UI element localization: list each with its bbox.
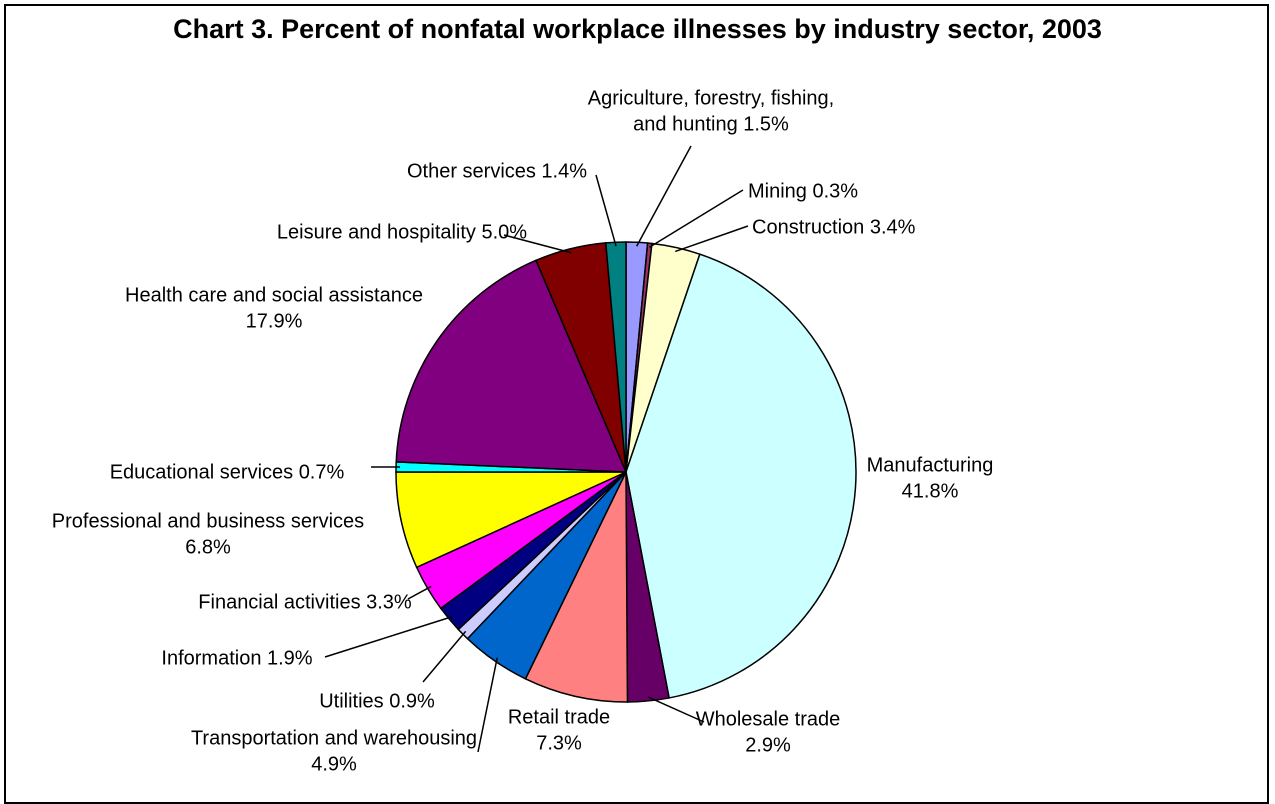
slice-label-line: Leisure and hospitality 5.0% (277, 221, 527, 243)
slice-label-line: Manufacturing (867, 454, 994, 476)
slice-label-line: Mining 0.3% (748, 180, 858, 202)
leader-line (423, 631, 466, 682)
slice-label-line: Educational services 0.7% (110, 461, 345, 483)
slice-label-line: Wholesale trade (696, 708, 841, 730)
slice-label-line: 4.9% (311, 753, 357, 775)
slice-label-line: 41.8% (902, 480, 959, 502)
slice-label-line: Professional and business services (52, 510, 364, 532)
leader-line (675, 226, 748, 251)
slice-label-line: Transportation and warehousing (191, 727, 477, 749)
slice-label: Retail trade 7.3% (508, 706, 610, 754)
leader-line (478, 658, 497, 752)
leader-line (325, 617, 452, 657)
slice-label-line: 17.9% (246, 310, 303, 332)
slice-label: Manufacturing 41.8% (867, 454, 994, 502)
slice-label: Transportation and warehousing 4.9% (191, 727, 477, 775)
slice-label: Health care and social assistance 17.9% (125, 284, 423, 332)
slice-label-line: Other services 1.4% (407, 160, 587, 182)
slice-label-line: Utilities 0.9% (319, 690, 435, 712)
slice-label: Utilities 0.9% (319, 690, 435, 712)
slice-label: Wholesale trade 2.9% (696, 708, 841, 756)
leader-line (649, 190, 743, 247)
slice-label-line: 6.8% (185, 536, 231, 558)
slice-label-line: Financial activities 3.3% (198, 591, 412, 613)
slice-label-line: Agriculture, forestry, fishing, (588, 87, 834, 109)
slice-label-line: Health care and social assistance (125, 284, 423, 306)
slice-label: Construction 3.4% (752, 216, 916, 238)
leader-line (596, 175, 616, 246)
slice-label: Leisure and hospitality 5.0% (277, 221, 527, 243)
slice-label-line: and hunting 1.5% (633, 113, 789, 135)
slice-label-line: Retail trade (508, 706, 610, 728)
leader-line (637, 146, 691, 246)
slice-label-line: Information 1.9% (161, 647, 312, 669)
slice-label-line: Construction 3.4% (752, 216, 916, 238)
slice-label: Agriculture, forestry, fishing, and hunti… (588, 87, 834, 135)
slice-label: Information 1.9% (161, 647, 312, 669)
slice-label: Professional and business services 6.8% (52, 510, 364, 558)
slice-label: Mining 0.3% (748, 180, 858, 202)
slice-label-line: 2.9% (745, 734, 791, 756)
slice-label-line: 7.3% (536, 732, 582, 754)
slice-label: Financial activities 3.3% (198, 591, 412, 613)
slice-label: Other services 1.4% (407, 160, 587, 182)
slice-label: Educational services 0.7% (110, 461, 345, 483)
